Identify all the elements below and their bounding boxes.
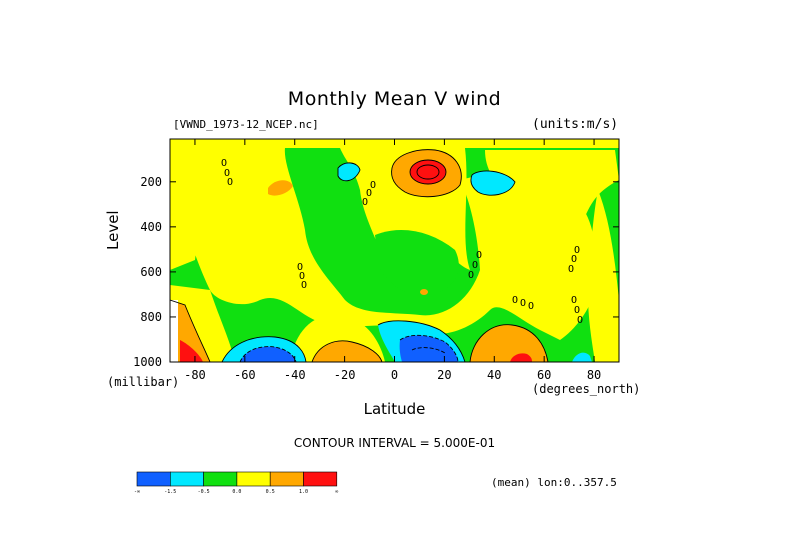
units-label: (units:m/s) — [532, 117, 619, 132]
y-axis: 200 400 600 800 1000 — [133, 175, 619, 369]
x-tick-label: 40 — [487, 368, 501, 382]
svg-text:O: O — [472, 260, 478, 271]
colorbar-label: 0.0 — [232, 489, 241, 495]
region-orange-dot — [420, 289, 428, 295]
region-red-top — [410, 160, 446, 184]
y-axis-unit: (millibar) — [107, 375, 180, 389]
svg-text:O: O — [301, 280, 307, 291]
region-green-center — [375, 230, 459, 296]
colorbar-swatch — [203, 471, 238, 487]
svg-text:O: O — [299, 271, 305, 282]
colorbar-label: -∞ — [134, 489, 140, 495]
chart-title: Monthly Mean V wind — [287, 88, 502, 110]
svg-text:O: O — [528, 301, 534, 312]
region-cyan-bottom-right — [572, 352, 592, 362]
svg-text:O: O — [221, 158, 227, 169]
x-axis-title: Latitude — [363, 400, 426, 418]
svg-text:O: O — [227, 177, 233, 188]
x-tick-label: -20 — [334, 368, 356, 382]
region-blue-bottom-left — [240, 346, 296, 362]
colorbar-swatch — [303, 471, 338, 487]
svg-text:O: O — [520, 298, 526, 309]
x-tick-label: -40 — [284, 368, 306, 382]
colorbar: -∞ -1.5 -0.5 0.0 0.5 1.0 ∞ — [134, 471, 338, 495]
region-yellow-left-edge — [170, 148, 199, 270]
colorbar-label: -0.5 — [198, 489, 210, 495]
colorbar-label: 0.5 — [266, 489, 275, 495]
dataset-label: [VWND_1973-12_NCEP.nc] — [173, 118, 319, 131]
region-orange-small — [268, 180, 293, 196]
region-red-bottom-left — [180, 340, 203, 362]
svg-text:O: O — [574, 245, 580, 256]
svg-text:O: O — [297, 262, 303, 273]
contour-interval-label: CONTOUR INTERVAL = 5.000E-01 — [293, 436, 496, 450]
region-orange-bottom-right — [470, 324, 548, 362]
svg-text:O: O — [366, 188, 372, 199]
colorbar-swatch — [170, 471, 204, 487]
region-yellow-main — [180, 148, 597, 340]
svg-text:O: O — [568, 264, 574, 275]
mean-label: (mean) lon:0..357.5 — [491, 476, 617, 489]
region-cyan-top-right — [470, 170, 515, 196]
colorbar-label: -1.5 — [164, 489, 176, 495]
svg-text:O: O — [571, 295, 577, 306]
svg-text:O: O — [512, 295, 518, 306]
y-tick-label: 600 — [140, 265, 162, 279]
svg-text:O: O — [224, 168, 230, 179]
x-axis-unit: (degrees_north) — [532, 382, 641, 396]
contour-lines — [170, 149, 549, 362]
colorbar-swatch — [236, 471, 271, 487]
x-tick-label: -80 — [184, 368, 206, 382]
colorbar-swatch — [136, 471, 171, 487]
x-tick-label: 20 — [437, 368, 451, 382]
region-yellow-right-edge — [587, 190, 619, 362]
y-tick-label: 400 — [140, 220, 162, 234]
y-tick-label: 200 — [140, 175, 162, 189]
x-axis: -80 -60 -40 -20 0 20 40 60 80 — [184, 139, 601, 382]
x-tick-label: 0 — [391, 368, 398, 382]
region-missing-left — [170, 300, 178, 362]
svg-text:O: O — [468, 270, 474, 281]
svg-text:O: O — [476, 250, 482, 261]
colorbar-swatch — [269, 471, 304, 487]
region-cyan-top-left — [338, 162, 360, 181]
y-axis-title: Level — [104, 210, 122, 250]
x-tick-label: 80 — [587, 368, 601, 382]
colorbar-label: ∞ — [335, 489, 338, 495]
x-tick-label: -60 — [234, 368, 256, 382]
region-yellow-right-top — [485, 150, 619, 259]
x-tick-label: 60 — [537, 368, 551, 382]
y-tick-label: 800 — [140, 310, 162, 324]
svg-text:O: O — [571, 254, 577, 265]
svg-text:O: O — [577, 315, 583, 326]
region-blue-bottom-center — [399, 335, 458, 362]
svg-text:O: O — [370, 180, 376, 191]
svg-text:O: O — [362, 197, 368, 208]
region-red-bottom-right — [510, 353, 532, 362]
region-green-channel-left — [285, 148, 353, 280]
svg-text:O: O — [574, 305, 580, 316]
colorbar-label: 1.0 — [299, 489, 308, 495]
y-tick-label: 1000 — [133, 355, 162, 369]
